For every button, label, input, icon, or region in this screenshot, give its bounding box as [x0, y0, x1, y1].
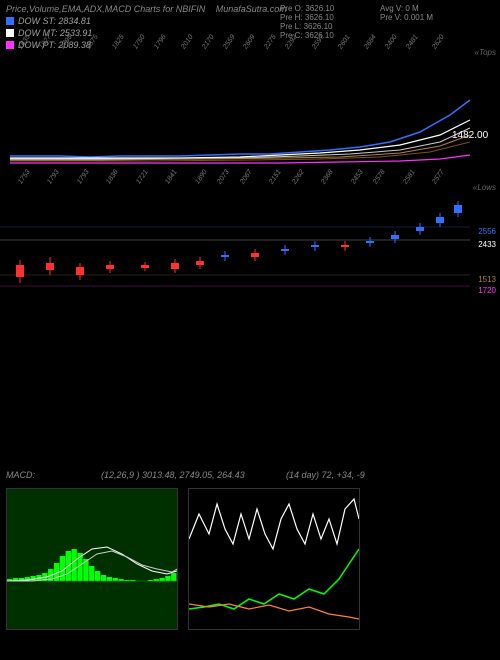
- x-tick: [343, 181, 349, 185]
- x-tick: 2453: [350, 169, 365, 186]
- x-tick: 2067: [239, 169, 254, 186]
- x-tick: [358, 46, 364, 50]
- x-tick: 1753: [17, 169, 32, 186]
- x-tick: [332, 46, 338, 50]
- x-tick: 2577: [431, 169, 446, 186]
- x-tick: 2581: [402, 169, 417, 186]
- x-tick: [395, 181, 401, 185]
- x-tick: [261, 181, 267, 185]
- info-line: Avg V: 0 M: [380, 4, 433, 13]
- chart-source: MunafaSutra.com: [216, 4, 287, 14]
- x-tick: 1793: [47, 169, 62, 186]
- x-tick: 1721: [135, 169, 150, 186]
- macd-panel: [6, 488, 178, 630]
- x-tick: [80, 46, 86, 50]
- x-tick: 1836: [105, 169, 120, 186]
- y-axis-label: 1513: [478, 275, 496, 284]
- x-tick: [99, 181, 105, 185]
- info-line: Pre L: 3626.10: [280, 22, 334, 31]
- x-tick: [313, 181, 319, 185]
- legend-label: DOW ST: 2834.81: [18, 16, 91, 26]
- x-tick: 2073: [216, 169, 231, 186]
- x-tick: 2262: [291, 169, 306, 186]
- adx-panel: [188, 488, 360, 630]
- macd-values-left: (12,26,9 ) 3013.48, 2749.05, 264.43: [101, 470, 245, 480]
- ema-chart-panel: 1835182717951875182517501796201021702559…: [0, 60, 500, 170]
- x-tick: [69, 181, 75, 185]
- legend-color-box: [6, 17, 14, 25]
- x-tick: 2578: [372, 169, 387, 186]
- info-line: Pre H: 3626.10: [280, 13, 334, 22]
- x-tick: [305, 46, 311, 50]
- x-tick: 1793: [76, 169, 91, 186]
- x-tick: [187, 181, 193, 185]
- panel-label: «Tops: [475, 48, 497, 57]
- x-tick: 2368: [320, 169, 335, 186]
- chart-title: Price,Volume,EMA,ADX,MACD Charts for NBI…: [6, 4, 205, 14]
- x-axis-ticks: 1753179317931836172118411890207320672151…: [10, 180, 470, 187]
- y-axis-label: 1720: [478, 286, 496, 295]
- x-tick: [424, 181, 430, 185]
- candlestick-panel: 1753179317931836172118411890207320672151…: [0, 195, 500, 310]
- x-tick: [40, 181, 46, 185]
- price-info-right: Avg V: 0 MPre V: 0.001 M: [380, 4, 433, 22]
- panel-label: «Lows: [473, 183, 496, 192]
- x-tick: [157, 181, 163, 185]
- y-axis-label: 2433: [478, 240, 496, 249]
- info-line: Pre O: 3626.10: [280, 4, 334, 13]
- x-axis-ticks: 1835182717951875182517501796201021702559…: [10, 45, 470, 52]
- x-tick: 1841: [164, 169, 179, 186]
- x-tick: 1890: [194, 169, 209, 186]
- info-line: Pre V: 0.001 M: [380, 13, 433, 22]
- legend-color-box: [6, 29, 14, 37]
- x-tick: [128, 181, 134, 185]
- x-tick: [174, 46, 180, 50]
- y-axis-label: 2556: [478, 227, 496, 236]
- price-info-left: Pre O: 3626.10Pre H: 3626.10Pre L: 3626.…: [280, 4, 334, 40]
- bottom-panels: [0, 488, 366, 630]
- macd-values-right: (14 day) 72, +34, -9: [286, 470, 365, 480]
- macd-label: MACD:: [6, 470, 35, 480]
- x-tick: 2151: [268, 169, 283, 186]
- price-annotation: 1482.00: [452, 130, 488, 141]
